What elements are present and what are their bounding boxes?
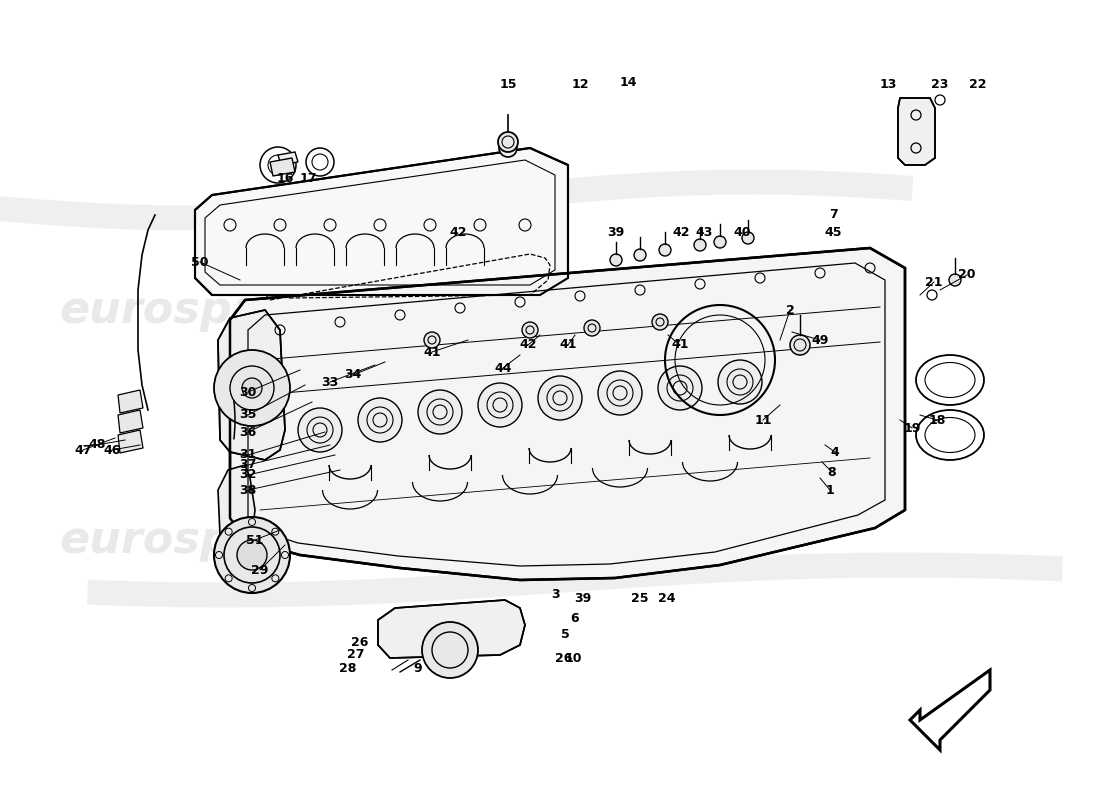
Polygon shape <box>118 410 143 433</box>
Text: 44: 44 <box>494 362 512 374</box>
Polygon shape <box>278 152 298 165</box>
Text: 23: 23 <box>932 78 948 91</box>
Circle shape <box>694 239 706 251</box>
Text: 41: 41 <box>559 338 576 351</box>
Circle shape <box>634 249 646 261</box>
Text: 24: 24 <box>658 591 675 605</box>
Text: 4: 4 <box>830 446 839 458</box>
Polygon shape <box>378 600 525 658</box>
Circle shape <box>949 274 961 286</box>
Circle shape <box>522 322 538 338</box>
Text: 42: 42 <box>519 338 537 351</box>
Text: 49: 49 <box>812 334 828 346</box>
Circle shape <box>214 517 290 593</box>
Polygon shape <box>118 430 143 453</box>
Text: 32: 32 <box>240 469 256 482</box>
Text: 17: 17 <box>299 171 317 185</box>
Text: 29: 29 <box>251 563 268 577</box>
Circle shape <box>584 320 600 336</box>
Text: 35: 35 <box>240 409 256 422</box>
Text: 8: 8 <box>827 466 836 478</box>
Text: eurospares: eurospares <box>460 518 740 562</box>
Text: 37: 37 <box>240 458 256 471</box>
Circle shape <box>498 132 518 152</box>
Text: 10: 10 <box>564 651 582 665</box>
Text: eurospares: eurospares <box>59 289 341 331</box>
Text: 47: 47 <box>75 443 91 457</box>
Circle shape <box>652 314 668 330</box>
Text: 33: 33 <box>321 375 339 389</box>
Text: 27: 27 <box>348 649 365 662</box>
Text: 5: 5 <box>561 629 570 642</box>
Text: 30: 30 <box>240 386 256 398</box>
Circle shape <box>418 390 462 434</box>
Text: 40: 40 <box>734 226 750 238</box>
Text: 41: 41 <box>424 346 441 358</box>
Text: 38: 38 <box>240 483 256 497</box>
Circle shape <box>714 236 726 248</box>
Text: 6: 6 <box>571 611 580 625</box>
Text: 3: 3 <box>551 589 559 602</box>
Text: 26: 26 <box>351 635 369 649</box>
Text: 43: 43 <box>695 226 713 238</box>
Text: 34: 34 <box>344 369 362 382</box>
Polygon shape <box>118 390 143 413</box>
Text: 36: 36 <box>240 426 256 438</box>
Text: 1: 1 <box>826 483 835 497</box>
Circle shape <box>538 376 582 420</box>
Circle shape <box>610 254 621 266</box>
Text: 19: 19 <box>903 422 921 434</box>
Text: 11: 11 <box>755 414 772 426</box>
Text: 28: 28 <box>339 662 356 674</box>
Text: 26: 26 <box>556 651 573 665</box>
Circle shape <box>790 335 810 355</box>
Polygon shape <box>218 465 255 545</box>
Circle shape <box>242 378 262 398</box>
Text: 13: 13 <box>879 78 896 91</box>
Circle shape <box>598 371 642 415</box>
Text: 39: 39 <box>574 591 592 605</box>
Polygon shape <box>195 148 568 295</box>
Text: 25: 25 <box>631 591 649 605</box>
Text: 39: 39 <box>607 226 625 238</box>
Circle shape <box>424 332 440 348</box>
Text: 2: 2 <box>785 303 794 317</box>
Polygon shape <box>898 98 935 165</box>
Text: 51: 51 <box>246 534 264 546</box>
Text: eurospares: eurospares <box>59 518 341 562</box>
Text: 42: 42 <box>672 226 690 238</box>
Circle shape <box>742 232 754 244</box>
Text: 48: 48 <box>88 438 106 451</box>
Circle shape <box>358 398 402 442</box>
Circle shape <box>658 366 702 410</box>
Text: 41: 41 <box>671 338 689 351</box>
Text: 7: 7 <box>828 209 837 222</box>
Text: 46: 46 <box>103 443 121 457</box>
Text: 42: 42 <box>449 226 466 238</box>
Circle shape <box>478 383 522 427</box>
Text: 20: 20 <box>958 269 976 282</box>
Text: 12: 12 <box>571 78 588 91</box>
Circle shape <box>298 408 342 452</box>
Text: 31: 31 <box>240 449 256 462</box>
Circle shape <box>659 244 671 256</box>
Text: 18: 18 <box>928 414 946 426</box>
Polygon shape <box>270 158 295 176</box>
Text: 14: 14 <box>619 75 637 89</box>
Text: 22: 22 <box>969 78 987 91</box>
Text: eurospares: eurospares <box>460 289 740 331</box>
Text: 9: 9 <box>414 662 422 674</box>
Text: 16: 16 <box>276 171 294 185</box>
Circle shape <box>499 139 517 157</box>
Circle shape <box>214 350 290 426</box>
Text: 21: 21 <box>925 275 943 289</box>
Circle shape <box>236 540 267 570</box>
Polygon shape <box>218 310 285 460</box>
Circle shape <box>422 622 478 678</box>
Circle shape <box>718 360 762 404</box>
Text: 50: 50 <box>191 255 209 269</box>
Text: 15: 15 <box>499 78 517 91</box>
Text: 45: 45 <box>824 226 842 238</box>
Polygon shape <box>230 248 905 580</box>
